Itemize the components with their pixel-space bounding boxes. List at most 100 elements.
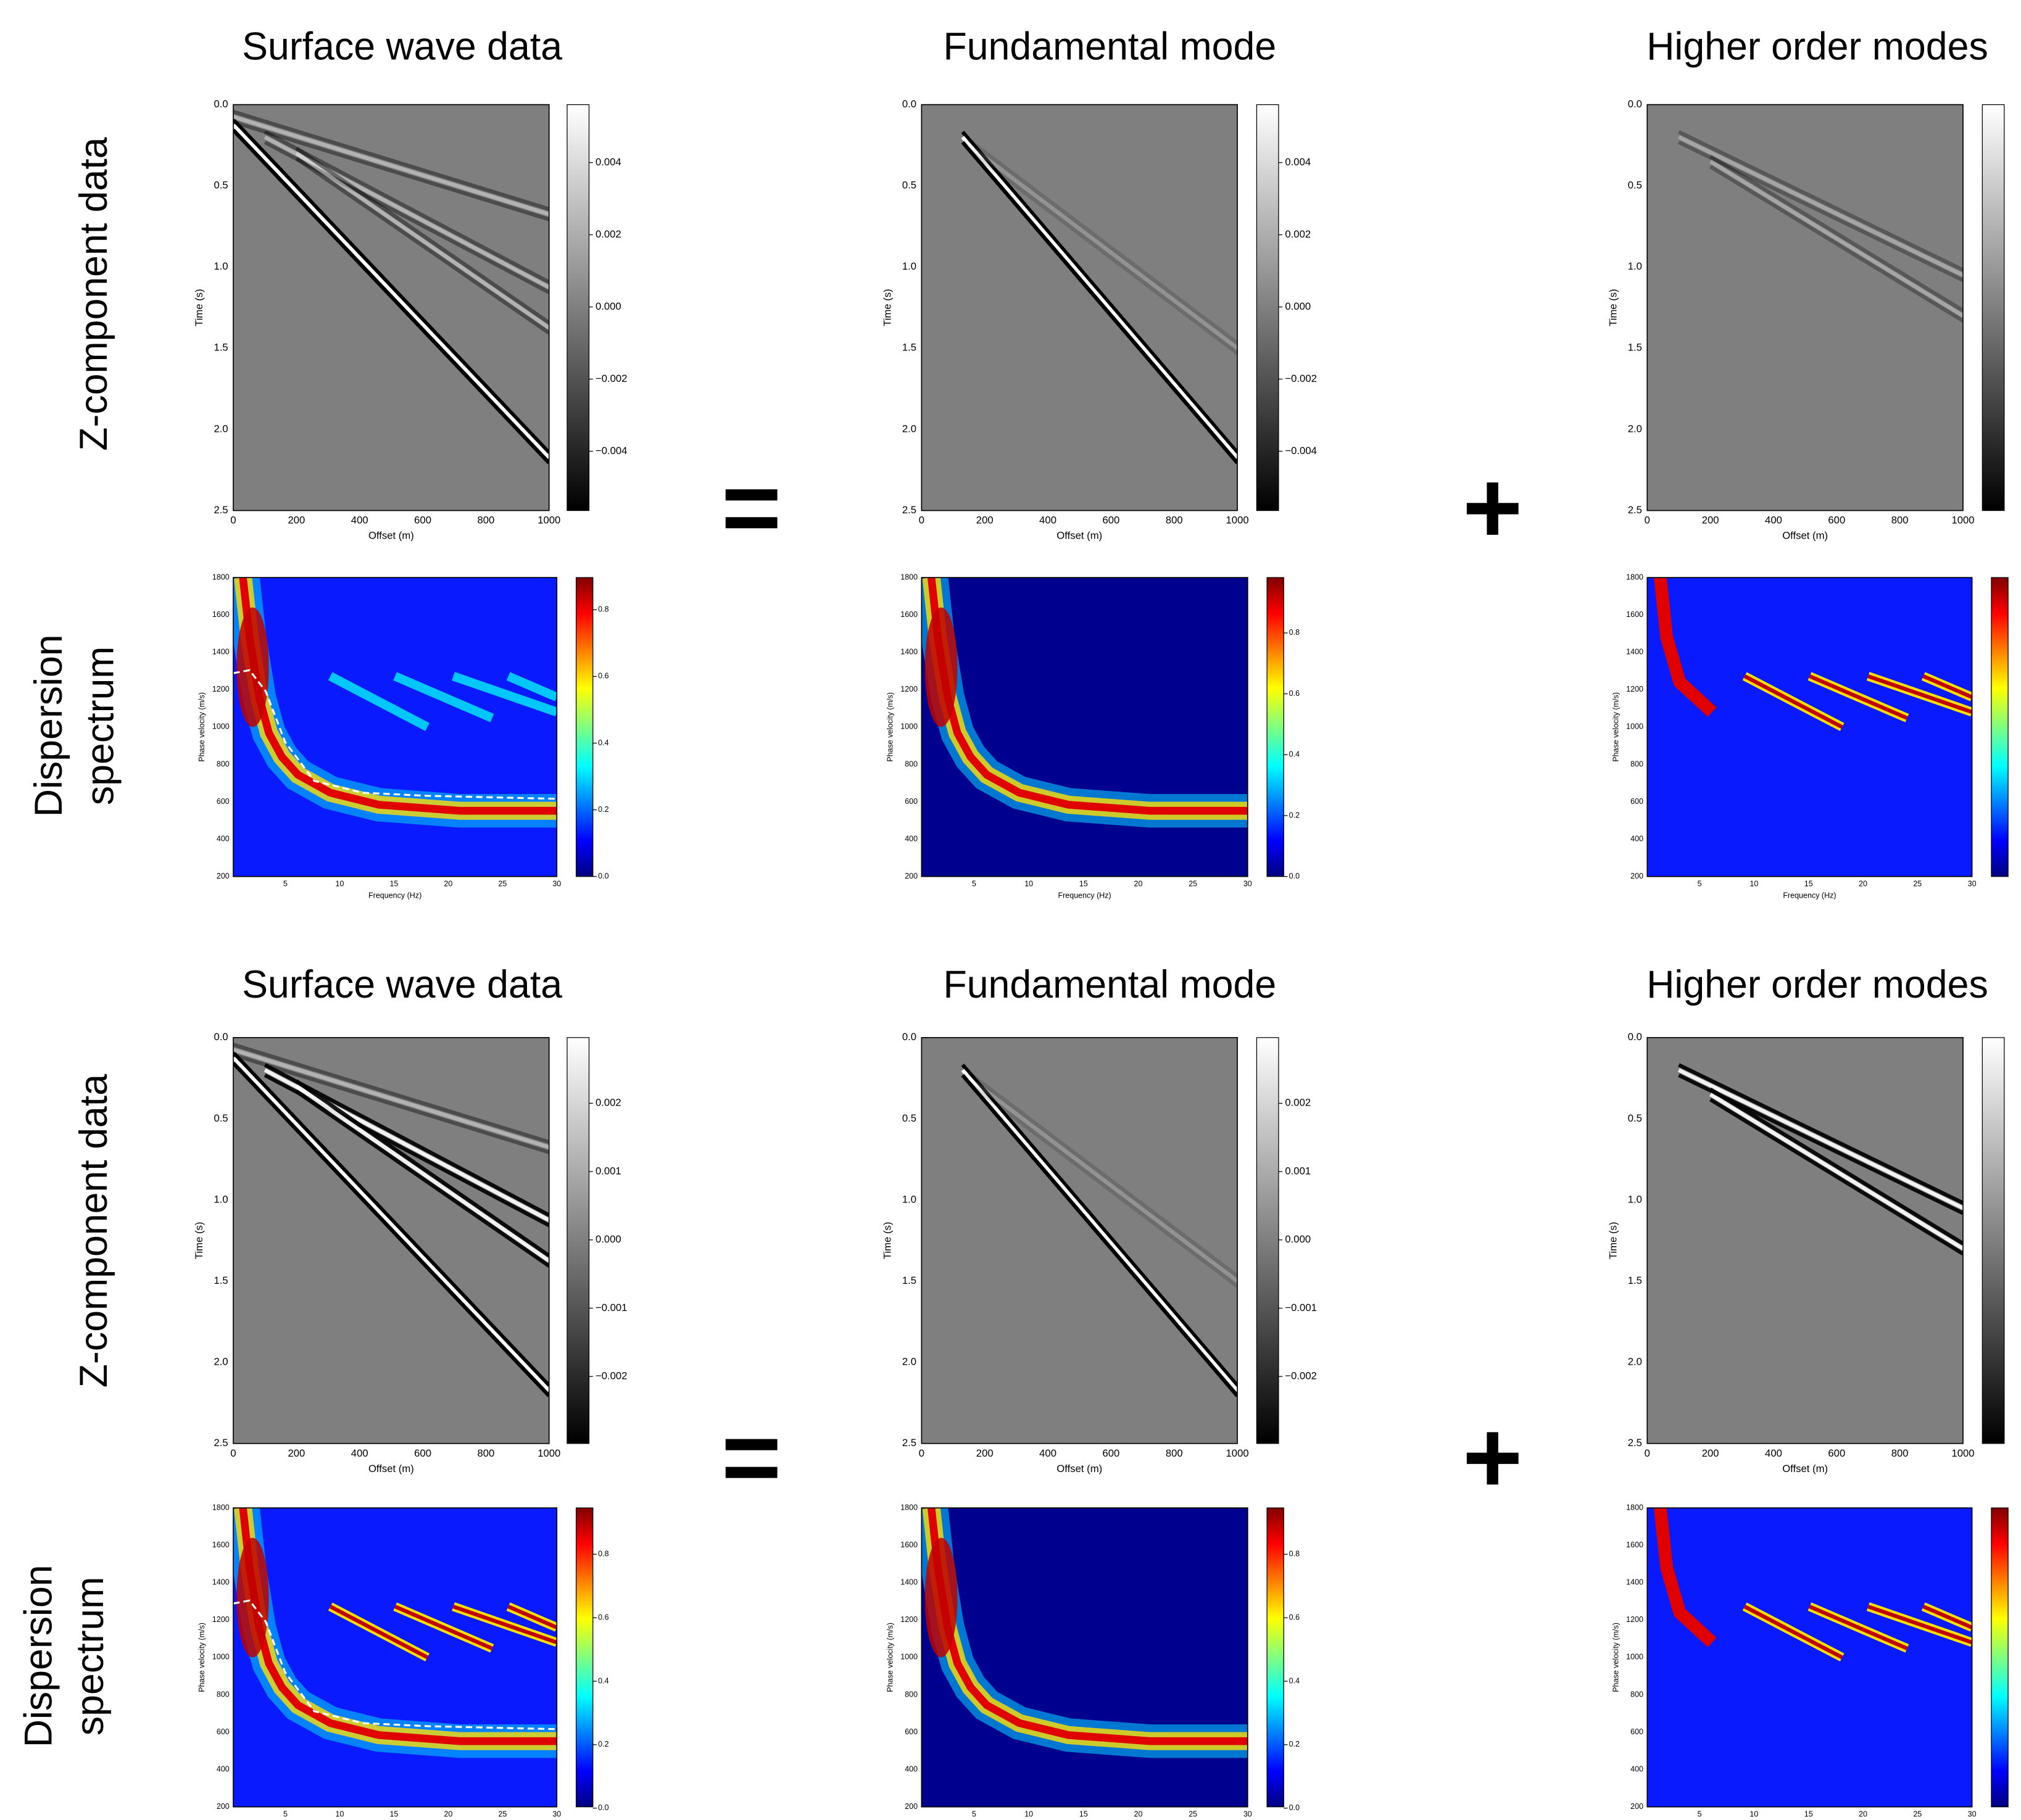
y-tick-label: 0.0 xyxy=(214,98,228,110)
y-tick-label: 2.5 xyxy=(902,504,916,516)
colorbar xyxy=(1256,1037,1279,1444)
axis-label: Frequency (Hz) xyxy=(1783,891,1836,900)
x-tick-label: 1000 xyxy=(1951,1447,1974,1459)
axis-label: Phase velocity (m/s) xyxy=(886,1623,895,1692)
colorbar-tick-label: 0.2 xyxy=(1289,1740,1300,1748)
colorbar xyxy=(566,104,590,511)
y-tick-label: 0.0 xyxy=(1628,98,1642,110)
y-tick-label: 800 xyxy=(905,1690,918,1698)
wave-stripe xyxy=(264,140,549,294)
x-tick-label: 600 xyxy=(1828,1447,1845,1459)
x-tick-label: 15 xyxy=(389,1810,398,1819)
row-label: spectrum xyxy=(68,1577,112,1736)
colorbar xyxy=(1266,1507,1284,1808)
plot-frame xyxy=(1646,1036,1964,1444)
y-tick-label: 1400 xyxy=(1626,1578,1643,1587)
x-tick-label: 0 xyxy=(919,1447,924,1459)
energy-blob xyxy=(236,1537,269,1658)
x-tick-label: 25 xyxy=(1913,1810,1922,1819)
x-tick-label: 30 xyxy=(1243,1810,1252,1819)
wave-stripe xyxy=(264,135,549,289)
plot-frame xyxy=(233,104,550,511)
y-tick-label: 1.5 xyxy=(214,342,228,354)
y-tick-label: 1200 xyxy=(1626,1615,1643,1624)
wave-stripe xyxy=(1678,130,1964,272)
colorbar-tick-label: 0.0 xyxy=(598,1803,608,1812)
axis-label: Offset (m) xyxy=(1056,530,1102,542)
wave-stripe xyxy=(968,138,1238,345)
wave-stripe xyxy=(233,123,549,460)
x-tick-label: 20 xyxy=(1134,880,1143,888)
colorbar-tick-label: 0.0 xyxy=(1289,1803,1300,1812)
energy-blob xyxy=(924,1537,958,1658)
colorbar-tick-label: −0.002 xyxy=(596,373,628,384)
x-tick-label: 400 xyxy=(351,1447,368,1459)
x-tick-label: 400 xyxy=(1039,515,1056,526)
y-tick-label: 1200 xyxy=(900,1615,918,1624)
y-tick-label: 1.5 xyxy=(902,1275,916,1286)
colorbar-tick-label: 0.4 xyxy=(598,738,608,747)
y-tick-label: 600 xyxy=(1630,1727,1643,1736)
y-tick-label: 1800 xyxy=(900,573,918,581)
wave-stripe xyxy=(295,1085,549,1263)
y-tick-label: 1000 xyxy=(212,722,230,731)
y-tick-label: 600 xyxy=(1630,797,1643,806)
y-tick-label: 1.0 xyxy=(214,260,228,272)
x-tick-label: 10 xyxy=(1749,880,1758,888)
wave-stripe xyxy=(968,1082,1238,1288)
x-tick-label: 400 xyxy=(351,515,368,526)
x-tick-label: 25 xyxy=(1189,880,1197,888)
axis-label: Phase velocity (m/s) xyxy=(197,692,206,762)
x-tick-label: 0 xyxy=(1645,515,1650,526)
row-label: Z-component data xyxy=(72,1074,115,1388)
spectrum-background xyxy=(1647,1508,1972,1807)
y-tick-label: 1000 xyxy=(1626,722,1643,731)
x-tick-label: 400 xyxy=(1765,515,1782,526)
y-tick-label: 200 xyxy=(1630,1802,1643,1811)
x-tick-label: 30 xyxy=(552,1810,561,1819)
higher-mode-core xyxy=(1743,1605,1843,1660)
wave-stripe xyxy=(961,141,1238,465)
colorbar xyxy=(566,1037,590,1444)
higher-mode xyxy=(452,672,557,717)
column-title: Fundamental mode xyxy=(943,963,1276,1006)
colorbar-tick-label: 0.8 xyxy=(598,1550,608,1558)
y-tick-label: 1.5 xyxy=(1628,342,1642,354)
axis-label: Time (s) xyxy=(881,289,893,326)
row-label: Dispersion xyxy=(27,634,70,817)
higher-mode-core xyxy=(1809,1605,1908,1650)
x-tick-label: 20 xyxy=(1859,1810,1867,1819)
colorbar-tick-label: 0.004 xyxy=(596,156,621,168)
y-tick-label: 0.0 xyxy=(902,1031,916,1043)
y-tick-label: 1600 xyxy=(212,610,230,619)
colorbar-tick-label: 0.000 xyxy=(596,300,621,312)
y-tick-label: 1.0 xyxy=(1628,1193,1642,1205)
x-tick-label: 10 xyxy=(1024,880,1033,888)
y-tick-label: 800 xyxy=(217,1690,230,1698)
panel-image xyxy=(233,1037,549,1444)
x-tick-label: 15 xyxy=(1804,1810,1813,1819)
x-tick-label: 10 xyxy=(1024,1810,1033,1819)
y-tick-label: 600 xyxy=(217,1727,230,1736)
colorbar xyxy=(575,1507,594,1808)
colorbar-tick-label: −0.004 xyxy=(596,445,628,457)
y-tick-label: 1800 xyxy=(212,573,230,581)
wave-stripe xyxy=(233,120,549,221)
y-tick-label: 2.0 xyxy=(214,1356,228,1368)
x-tick-label: 15 xyxy=(1804,880,1813,888)
x-tick-label: 20 xyxy=(444,880,452,888)
colorbar-tick-label: 0.2 xyxy=(1289,811,1300,819)
x-tick-label: 30 xyxy=(1243,880,1252,888)
operator: = xyxy=(721,1400,782,1515)
energy-blob xyxy=(236,607,269,727)
wave-stripe xyxy=(961,1073,1238,1397)
y-tick-label: 1400 xyxy=(1626,648,1643,656)
plot-frame xyxy=(921,104,1238,511)
axis-label: Offset (m) xyxy=(1782,1463,1828,1475)
x-tick-label: 800 xyxy=(1166,1447,1183,1459)
wave-stripe xyxy=(1709,1093,1964,1251)
wave-stripe xyxy=(295,151,549,330)
wave-stripe xyxy=(233,1053,549,1154)
axis-label: Frequency (Hz) xyxy=(368,891,421,900)
colorbar-tick-label: 0.0 xyxy=(598,872,608,880)
